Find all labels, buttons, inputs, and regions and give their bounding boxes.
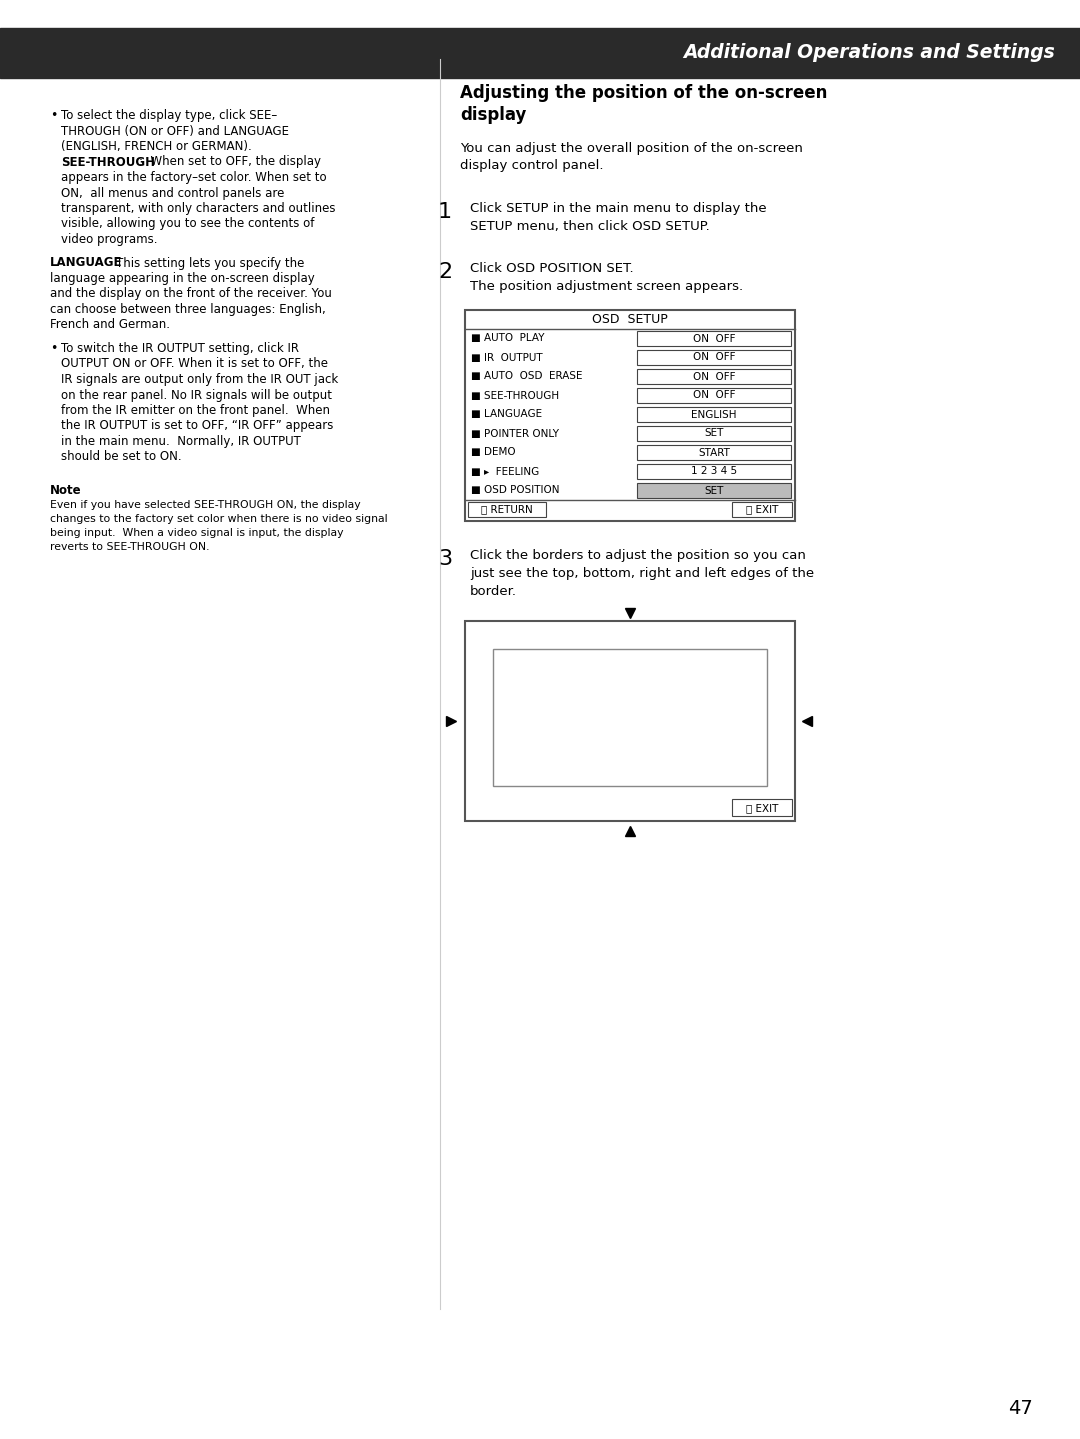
Bar xyxy=(637,331,791,345)
Text: SEE-THROUGH: SEE-THROUGH xyxy=(60,155,156,168)
Text: 47: 47 xyxy=(1008,1400,1032,1419)
Text: display: display xyxy=(460,106,526,124)
Text: •: • xyxy=(50,109,57,122)
Text: reverts to SEE-THROUGH ON.: reverts to SEE-THROUGH ON. xyxy=(50,543,210,553)
Bar xyxy=(637,389,791,403)
Text: You can adjust the overall position of the on-screen: You can adjust the overall position of t… xyxy=(460,142,802,155)
Text: can choose between three languages: English,: can choose between three languages: Engl… xyxy=(50,304,326,317)
Bar xyxy=(637,463,791,479)
Text: ENGLISH: ENGLISH xyxy=(691,410,737,420)
Bar xyxy=(465,622,795,822)
Text: SETUP menu, then click OSD SETUP.: SETUP menu, then click OSD SETUP. xyxy=(470,220,710,233)
Text: ■ IR  OUTPUT: ■ IR OUTPUT xyxy=(471,353,542,363)
Text: ■ AUTO  PLAY: ■ AUTO PLAY xyxy=(471,334,544,344)
Text: ■ AUTO  OSD  ERASE: ■ AUTO OSD ERASE xyxy=(471,371,582,381)
Text: just see the top, bottom, right and left edges of the: just see the top, bottom, right and left… xyxy=(470,567,814,580)
Bar xyxy=(468,502,546,517)
Text: ON  OFF: ON OFF xyxy=(692,334,735,344)
Bar xyxy=(732,502,792,517)
Bar xyxy=(637,350,791,366)
Text: on the rear panel. No IR signals will be output: on the rear panel. No IR signals will be… xyxy=(60,389,332,401)
Text: and the display on the front of the receiver. You: and the display on the front of the rece… xyxy=(50,288,332,301)
Text: ON,  all menus and control panels are: ON, all menus and control panels are xyxy=(60,187,284,200)
Bar xyxy=(637,368,791,384)
Text: This setting lets you specify the: This setting lets you specify the xyxy=(116,256,305,269)
Bar xyxy=(637,445,791,460)
Text: from the IR emitter on the front panel.  When: from the IR emitter on the front panel. … xyxy=(60,404,330,417)
Bar xyxy=(637,407,791,422)
Text: 2: 2 xyxy=(438,262,453,282)
Text: video programs.: video programs. xyxy=(60,233,158,246)
Bar xyxy=(637,426,791,440)
Text: Additional Operations and Settings: Additional Operations and Settings xyxy=(684,43,1055,62)
Bar xyxy=(637,484,791,498)
Text: visible, allowing you to see the contents of: visible, allowing you to see the content… xyxy=(60,217,314,230)
Text: ⏻ EXIT: ⏻ EXIT xyxy=(746,505,779,515)
Text: ON  OFF: ON OFF xyxy=(692,390,735,400)
Text: should be set to ON.: should be set to ON. xyxy=(60,450,181,463)
Text: OSD  SETUP: OSD SETUP xyxy=(592,314,667,327)
Text: ■ SEE-THROUGH: ■ SEE-THROUGH xyxy=(471,390,559,400)
Text: 1: 1 xyxy=(438,201,453,222)
Text: Adjusting the position of the on-screen: Adjusting the position of the on-screen xyxy=(460,83,827,102)
Text: OUTPUT ON or OFF. When it is set to OFF, the: OUTPUT ON or OFF. When it is set to OFF,… xyxy=(60,357,328,370)
Text: ON  OFF: ON OFF xyxy=(692,371,735,381)
Text: START: START xyxy=(698,448,730,458)
Text: French and German.: French and German. xyxy=(50,318,170,331)
Bar xyxy=(0,27,1080,78)
Text: (ENGLISH, FRENCH or GERMAN).: (ENGLISH, FRENCH or GERMAN). xyxy=(60,140,252,153)
Text: ■ DEMO: ■ DEMO xyxy=(471,448,515,458)
Text: 1 2 3 4 5: 1 2 3 4 5 xyxy=(691,466,737,476)
Text: ⑊ RETURN: ⑊ RETURN xyxy=(481,505,532,515)
Text: ■ ▸  FEELING: ■ ▸ FEELING xyxy=(471,466,539,476)
Text: appears in the factory–set color. When set to: appears in the factory–set color. When s… xyxy=(60,171,326,184)
Text: SET: SET xyxy=(704,429,724,439)
Text: Click SETUP in the main menu to display the: Click SETUP in the main menu to display … xyxy=(470,201,767,214)
Text: the IR OUTPUT is set to OFF, “IR OFF” appears: the IR OUTPUT is set to OFF, “IR OFF” ap… xyxy=(60,420,334,433)
Text: Click OSD POSITION SET.: Click OSD POSITION SET. xyxy=(470,262,634,275)
Text: border.: border. xyxy=(470,586,517,599)
Text: THROUGH (ON or OFF) and LANGUAGE: THROUGH (ON or OFF) and LANGUAGE xyxy=(60,125,289,138)
Text: IR signals are output only from the IR OUT jack: IR signals are output only from the IR O… xyxy=(60,373,338,386)
Text: ■ POINTER ONLY: ■ POINTER ONLY xyxy=(471,429,559,439)
Text: being input.  When a video signal is input, the display: being input. When a video signal is inpu… xyxy=(50,528,343,538)
Text: changes to the factory set color when there is no video signal: changes to the factory set color when th… xyxy=(50,514,388,524)
Text: ON  OFF: ON OFF xyxy=(692,353,735,363)
Bar xyxy=(492,649,767,786)
Text: language appearing in the on-screen display: language appearing in the on-screen disp… xyxy=(50,272,314,285)
Text: The position adjustment screen appears.: The position adjustment screen appears. xyxy=(470,281,743,294)
Text: •: • xyxy=(50,342,57,355)
Text: Even if you have selected SEE-THROUGH ON, the display: Even if you have selected SEE-THROUGH ON… xyxy=(50,499,361,509)
Text: :  When set to OFF, the display: : When set to OFF, the display xyxy=(139,155,321,168)
Text: ■ LANGUAGE: ■ LANGUAGE xyxy=(471,410,542,420)
Text: display control panel.: display control panel. xyxy=(460,158,604,173)
Bar xyxy=(465,309,795,521)
Text: SET: SET xyxy=(704,485,724,495)
Text: Click the borders to adjust the position so you can: Click the borders to adjust the position… xyxy=(470,550,806,563)
Text: 3: 3 xyxy=(438,550,453,568)
Text: LANGUAGE: LANGUAGE xyxy=(50,256,122,269)
Text: in the main menu.  Normally, IR OUTPUT: in the main menu. Normally, IR OUTPUT xyxy=(60,435,301,448)
Text: To select the display type, click SEE–: To select the display type, click SEE– xyxy=(60,109,278,122)
Text: Note: Note xyxy=(50,484,82,496)
Text: transparent, with only characters and outlines: transparent, with only characters and ou… xyxy=(60,201,336,214)
Text: To switch the IR OUTPUT setting, click IR: To switch the IR OUTPUT setting, click I… xyxy=(60,342,299,355)
Text: ⏻ EXIT: ⏻ EXIT xyxy=(746,803,779,813)
Bar xyxy=(732,799,792,816)
Text: ■ OSD POSITION: ■ OSD POSITION xyxy=(471,485,559,495)
